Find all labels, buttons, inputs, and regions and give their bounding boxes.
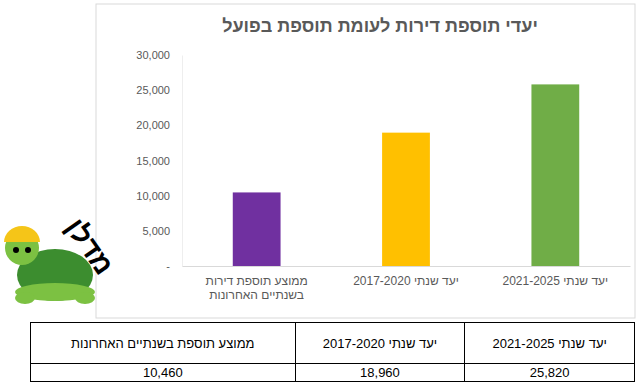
table-row: 25,82018,96010,460: [31, 364, 635, 382]
y-tick: 25,000: [136, 84, 182, 96]
table-header-row: יעד שנתי 2021-2025יעד שנתי 2017-2020ממוצ…: [31, 323, 635, 364]
x-tick: יעד שנתי 2021-2025: [503, 266, 609, 288]
x-tick-label-line: בשנתיים האחרונות: [209, 288, 304, 302]
x-tick-label: ממוצע תוספת דירותבשנתיים האחרונות: [206, 274, 308, 302]
y-tick-label: 25,000: [136, 84, 170, 96]
x-tick-label-line: יעד שנתי 2021-2025: [503, 274, 609, 288]
x-tick-label: יעד שנתי 2017-2020: [353, 274, 459, 288]
logo-leg: [15, 292, 35, 304]
x-tick: יעד שנתי 2017-2020: [353, 266, 459, 288]
y-tick: 20,000: [136, 119, 182, 131]
table-header-cell: יעד שנתי 2021-2025: [465, 323, 635, 364]
y-tick-label: 5,000: [142, 225, 170, 237]
y-tick-label: 20,000: [136, 119, 170, 131]
y-tick: -: [166, 260, 182, 272]
table-cell: 10,460: [31, 364, 296, 382]
y-tick: 5,000: [142, 225, 182, 237]
y-axis: - 5,000 10,000 15,000 20,000 25,000 30,000: [136, 49, 182, 272]
y-axis-line: [182, 56, 183, 267]
bars: [233, 84, 579, 266]
y-tick-label: 15,000: [136, 155, 170, 167]
table-header-cell: ממוצע תוספת בשנתיים האחרונות: [31, 323, 296, 364]
bar: [531, 84, 579, 266]
chart-frame: [96, 4, 635, 318]
x-tick-label-line: יעד שנתי 2017-2020: [353, 274, 459, 288]
logo-leg: [75, 292, 95, 304]
logo-eye: [13, 247, 19, 253]
y-tick-label: 30,000: [136, 49, 170, 61]
y-tick: 10,000: [136, 190, 182, 202]
logo-eye: [25, 247, 31, 253]
bar: [382, 133, 430, 266]
logo-text: מדלן: [60, 213, 120, 281]
x-tick: ממוצע תוספת דירותבשנתיים האחרונות: [206, 266, 308, 302]
x-tick-label-line: ממוצע תוספת דירות: [206, 274, 308, 288]
data-table: יעד שנתי 2021-2025יעד שנתי 2017-2020ממוצ…: [30, 322, 635, 382]
x-axis: ממוצע תוספת דירותבשנתיים האחרונות יעד שנת…: [183, 266, 631, 302]
logo-helmet: [4, 226, 40, 242]
table-cell: 25,820: [465, 364, 635, 382]
x-axis-line: [183, 266, 631, 267]
y-tick-label: -: [166, 260, 170, 272]
logo: מדלן: [4, 213, 120, 304]
y-tick: 30,000: [136, 49, 182, 61]
y-tick: 15,000: [136, 155, 182, 167]
chart-title: יעדי תוספת דירות לעומת תוספת בפועל: [222, 16, 538, 36]
bar: [233, 192, 281, 266]
table-cell: 18,960: [295, 364, 465, 382]
x-tick-label: יעד שנתי 2021-2025: [503, 274, 609, 288]
table-header-cell: יעד שנתי 2017-2020: [295, 323, 465, 364]
y-tick-label: 10,000: [136, 190, 170, 202]
